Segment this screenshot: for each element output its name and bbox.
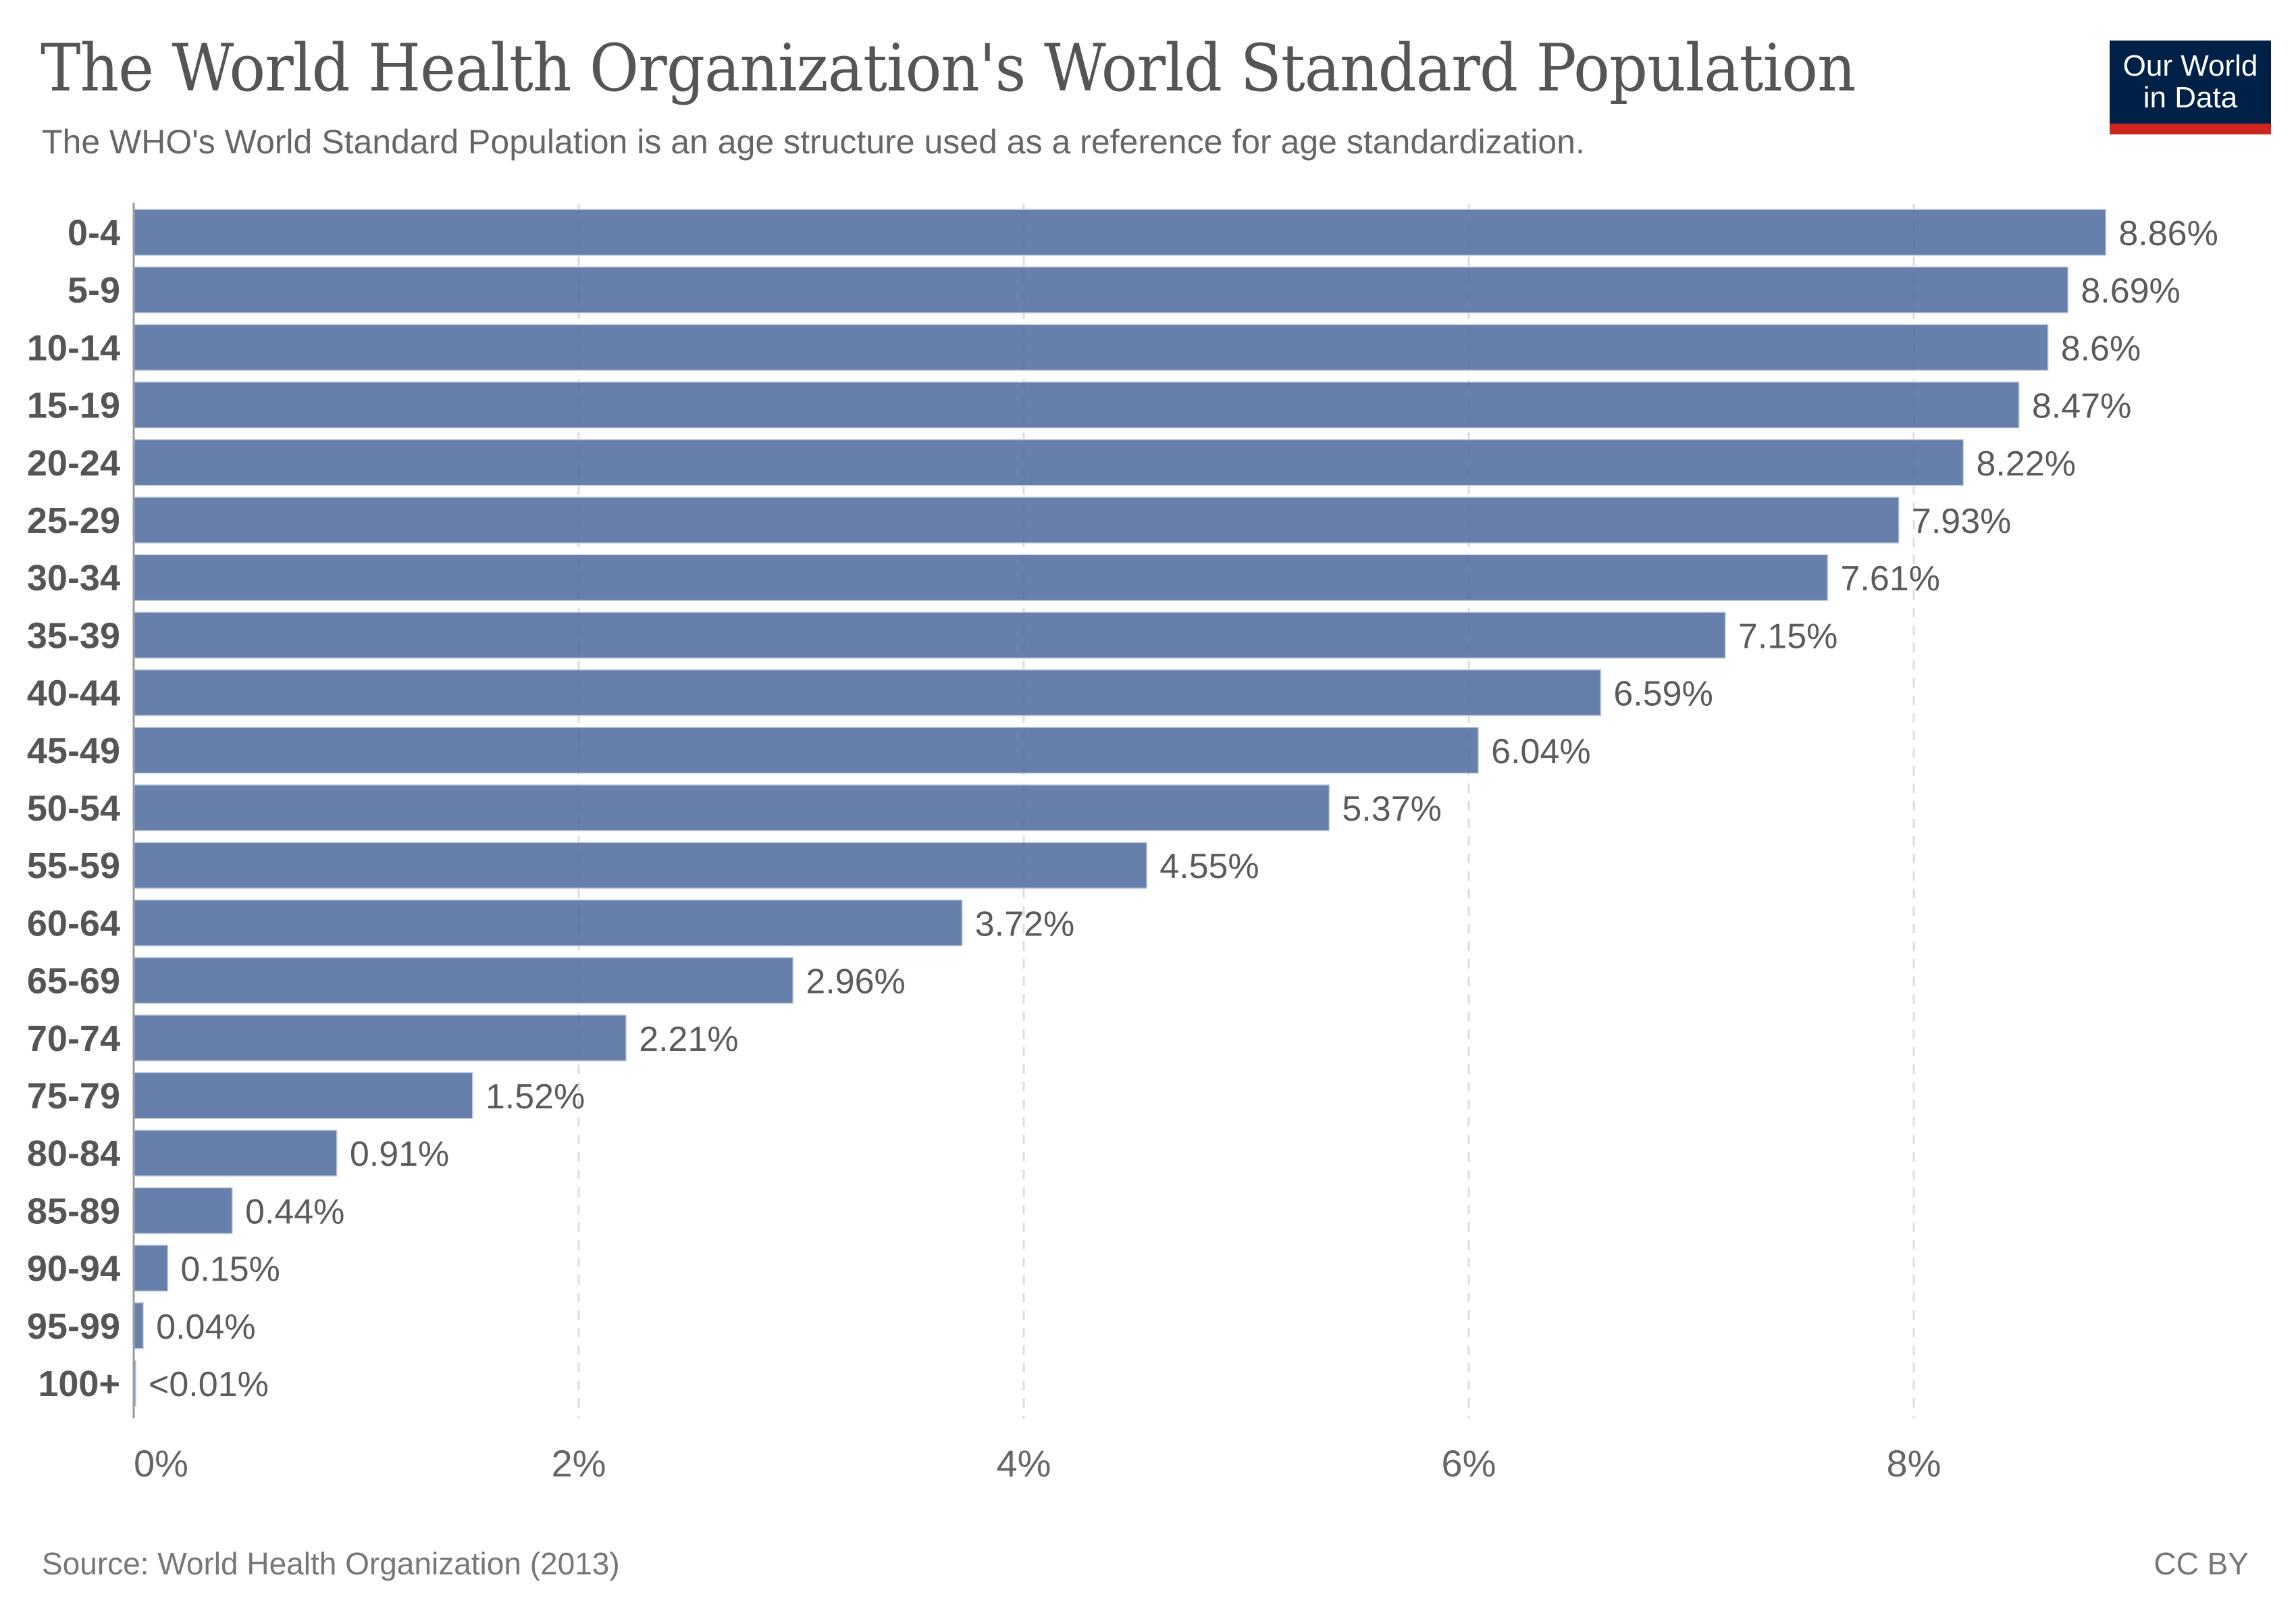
category-label: 10-14 — [27, 328, 120, 368]
category-label: 5-9 — [68, 270, 120, 311]
value-label: <0.01% — [149, 1365, 269, 1404]
bar[interactable] — [134, 842, 1147, 889]
category-label: 25-29 — [27, 500, 120, 541]
bar[interactable] — [134, 784, 1330, 831]
bar[interactable] — [134, 554, 1829, 601]
x-tick-label: 8% — [1887, 1442, 1941, 1485]
bar[interactable] — [134, 1187, 233, 1235]
x-tick-labels: 0% 2% 4% 6% 8% — [134, 1442, 1941, 1485]
category-label: 90-94 — [27, 1249, 120, 1289]
source-note[interactable]: Source: World Health Organization (2013) — [42, 1546, 620, 1581]
value-label: 8.69% — [2081, 272, 2180, 311]
value-label: 0.44% — [245, 1192, 344, 1231]
logo-line-2: in Data — [2143, 80, 2238, 114]
bar[interactable] — [134, 669, 1602, 717]
owid-logo[interactable]: Our World in Data — [2110, 41, 2271, 134]
category-label: 35-39 — [27, 615, 120, 656]
value-label: 2.21% — [639, 1020, 738, 1059]
bar[interactable] — [134, 324, 2049, 371]
bar[interactable] — [134, 496, 1900, 544]
logo-line-1: Our World — [2122, 49, 2258, 83]
value-label: 0.91% — [350, 1135, 449, 1174]
category-label: 40-44 — [27, 673, 120, 714]
category-labels: 0-4 5-9 10-14 15-19 20-24 25-29 30-34 35-39 40-4… — [27, 213, 120, 1404]
category-label: 50-54 — [27, 788, 120, 829]
category-label: 0-4 — [68, 213, 120, 253]
category-label: 20-24 — [27, 443, 120, 484]
value-label: 6.59% — [1613, 675, 1713, 714]
bars — [134, 209, 2107, 1407]
x-tick-label: 4% — [997, 1442, 1051, 1485]
value-label: 7.15% — [1738, 617, 1837, 656]
category-label: 60-64 — [27, 903, 120, 944]
value-label: 5.37% — [1342, 790, 1441, 829]
value-label: 8.22% — [1976, 444, 2075, 484]
category-label: 65-69 — [27, 961, 120, 1002]
bar[interactable] — [134, 439, 1964, 486]
bar[interactable] — [134, 611, 1726, 659]
bar[interactable] — [134, 1072, 473, 1119]
x-tick-label: 2% — [552, 1442, 606, 1485]
bar[interactable] — [134, 209, 2107, 256]
category-label: 45-49 — [27, 731, 120, 771]
category-label: 15-19 — [27, 386, 120, 426]
license-link[interactable]: CC BY — [2154, 1546, 2249, 1581]
value-label: 7.93% — [1912, 502, 2011, 541]
bar[interactable] — [134, 266, 2069, 313]
value-label: 8.86% — [2118, 214, 2218, 253]
value-labels: 8.86% 8.69% 8.6% 8.47% 8.22% 7.93% 7.61%7.15% 6… — [149, 214, 2218, 1404]
category-label: 85-89 — [27, 1191, 120, 1231]
value-label: 7.61% — [1840, 559, 1939, 598]
value-label: 4.55% — [1159, 847, 1259, 886]
value-label: 2.96% — [806, 962, 905, 1002]
bar[interactable] — [134, 1129, 338, 1177]
category-label: 30-34 — [27, 558, 120, 598]
chart-title: The World Health Organization's World St… — [41, 30, 1856, 106]
value-label: 0.04% — [156, 1308, 255, 1347]
category-label: 80-84 — [27, 1133, 120, 1174]
category-label: 55-59 — [27, 846, 120, 886]
category-label: 100+ — [38, 1364, 120, 1404]
value-label: 0.15% — [180, 1250, 280, 1289]
category-label: 75-79 — [27, 1076, 120, 1116]
bar[interactable] — [134, 899, 963, 947]
chart-subtitle: The WHO's World Standard Population is a… — [42, 123, 1585, 161]
bar[interactable] — [134, 956, 794, 1004]
value-label: 1.52% — [486, 1077, 585, 1116]
value-label: 8.47% — [2032, 387, 2131, 426]
x-tick-label: 6% — [1442, 1442, 1496, 1485]
bar[interactable] — [134, 727, 1479, 774]
value-label: 8.6% — [2061, 329, 2141, 368]
value-label: 3.72% — [975, 904, 1074, 944]
x-tick-label: 0% — [134, 1442, 188, 1485]
category-label: 70-74 — [27, 1019, 120, 1059]
category-label: 95-99 — [27, 1306, 120, 1347]
bar[interactable] — [134, 381, 2020, 429]
bar[interactable] — [134, 1014, 627, 1062]
bar[interactable] — [134, 1244, 169, 1292]
bar[interactable] — [134, 1302, 144, 1349]
value-label: 6.04% — [1491, 732, 1590, 771]
